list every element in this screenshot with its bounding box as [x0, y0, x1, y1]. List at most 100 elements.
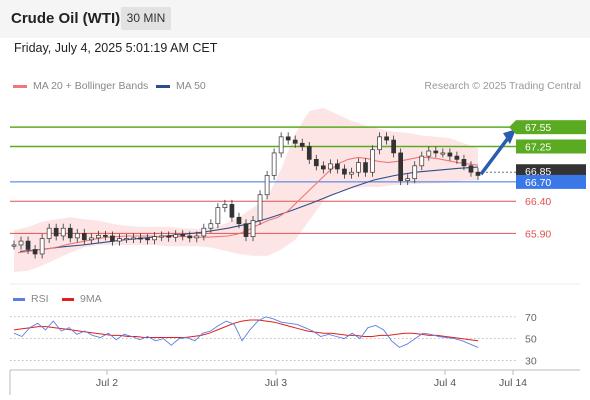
candle [53, 223, 59, 241]
candle-body [440, 152, 446, 155]
candle [201, 223, 207, 241]
candle [236, 212, 242, 229]
candle-body [335, 163, 340, 170]
bollinger-band-area [14, 107, 478, 273]
candle [110, 231, 115, 246]
x-tick-label: Jul 2 [96, 377, 118, 389]
candle-body [173, 234, 179, 238]
candle-body [159, 235, 164, 238]
candle-body [243, 223, 249, 237]
level-tag-bg [516, 164, 586, 179]
candle-body [447, 152, 453, 157]
candle [264, 170, 270, 200]
x-tick-label: Jul 4 [434, 377, 456, 389]
candle [243, 219, 249, 242]
candle-body [117, 238, 122, 242]
legend-ma20: MA 20 + Bollinger Bands [13, 80, 148, 92]
candle [335, 159, 340, 174]
candle [370, 145, 375, 177]
candle-body [18, 240, 24, 246]
candle [328, 159, 333, 174]
candle-body [222, 204, 228, 208]
level-tag-bg [516, 120, 586, 135]
candle [468, 161, 474, 177]
candle-body [138, 237, 143, 240]
candle-body [11, 244, 17, 247]
candle-body [46, 227, 52, 239]
candle [222, 199, 228, 213]
legend-rsi-label: RSI [31, 293, 49, 305]
rsi-swatch [13, 297, 25, 301]
candle [384, 132, 389, 145]
candle-body [391, 139, 396, 154]
candle-body [166, 235, 172, 238]
level-tag-label: 67.55 [525, 122, 551, 134]
candle [74, 228, 80, 243]
candle-body [328, 163, 333, 170]
rsi-panel: 70 50 30 [10, 312, 537, 368]
candle [187, 231, 193, 243]
candle [405, 174, 411, 186]
level-tag-bg [516, 174, 586, 189]
candle [103, 230, 108, 241]
level-label: 66.40 [525, 196, 551, 208]
candle [194, 231, 200, 243]
chart-timestamp: Friday, July 4, 2025 5:01:19 AM CET [14, 41, 218, 55]
candle-body [39, 238, 45, 255]
candle-body [363, 162, 368, 173]
legend-ma20-label: MA 20 + Bollinger Bands [33, 80, 149, 92]
candle-body [426, 150, 432, 157]
candle [208, 219, 214, 233]
candle-body [88, 237, 94, 241]
candle-body [215, 207, 221, 225]
candle [131, 233, 136, 244]
candle [377, 132, 382, 155]
candle-body [320, 165, 326, 170]
candle [398, 148, 404, 186]
candle-body [433, 150, 439, 154]
rsi-tick-70: 70 [525, 312, 537, 324]
candle-body [74, 233, 80, 239]
candle [313, 154, 319, 171]
candle [124, 234, 129, 244]
rsi-ma-swatch [62, 297, 74, 301]
rsi-line [13, 316, 479, 348]
candle-body [145, 238, 150, 241]
level-tag-pointer [509, 120, 516, 135]
x-tick-label: Jul 3 [265, 377, 287, 389]
candle [426, 146, 432, 161]
candle [292, 135, 298, 148]
candle-body [419, 155, 425, 167]
candle [447, 148, 453, 161]
candle-body [187, 235, 193, 239]
candle-body [370, 149, 375, 173]
legend-ma50: MA 50 [156, 80, 206, 92]
candle-body [152, 236, 157, 241]
x-tick-label: Jul 14 [499, 377, 527, 389]
candle-body [236, 216, 242, 225]
candle [11, 240, 17, 250]
candle-body [398, 152, 404, 181]
candle-body [475, 171, 481, 176]
interval-button[interactable]: 30 MIN [121, 7, 171, 30]
candle [299, 138, 305, 151]
bollinger-bands [14, 107, 478, 273]
x-axis: Jul 2 Jul 3 Jul 4 Jul 14 [9, 369, 580, 395]
candle-body [264, 175, 270, 196]
legend-rsi: RSI [13, 293, 49, 305]
candle-body [229, 204, 235, 218]
candle-body [285, 136, 291, 141]
candle [39, 234, 45, 259]
candle-body [377, 136, 382, 151]
candle [285, 132, 291, 145]
candle-body [25, 240, 31, 250]
candle-body [292, 139, 298, 144]
ma20-swatch [13, 84, 27, 88]
candle [412, 161, 418, 184]
candle-body [81, 233, 87, 241]
level-label: 65.90 [525, 228, 551, 240]
candle-body [356, 162, 361, 173]
candle [145, 234, 150, 245]
candle-body [384, 136, 389, 141]
